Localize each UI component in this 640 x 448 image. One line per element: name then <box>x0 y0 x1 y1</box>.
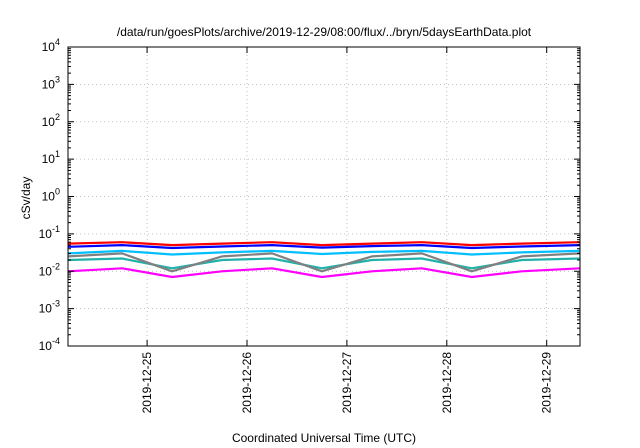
y-tick-base: 10 <box>39 264 53 278</box>
y-tick-base: 10 <box>42 40 56 54</box>
series-line-3 <box>67 249 581 256</box>
y-tick-base: 10 <box>42 190 56 204</box>
chart-title: /data/run/goesPlots/archive/2019-12-29/0… <box>117 25 532 39</box>
y-tick-exponent: -1 <box>52 224 60 234</box>
x-tick-label: 2019-12-29 <box>540 352 554 414</box>
x-tick-label: 2019-12-28 <box>440 352 454 414</box>
series-line-6 <box>67 267 581 279</box>
y-tick-label: 10-1 <box>39 224 60 241</box>
y-tick-label: 10-2 <box>39 261 60 278</box>
series-line-5 <box>67 252 581 273</box>
y-axis-label: cSv/day <box>19 177 33 220</box>
y-tick-exponent: 4 <box>55 37 60 47</box>
y-tick-exponent: -4 <box>52 336 60 346</box>
series-line-1 <box>67 241 581 247</box>
series-line-4 <box>67 257 581 270</box>
y-tick-label: 101 <box>42 149 60 166</box>
y-tick-label: 103 <box>42 74 60 91</box>
y-tick-base: 10 <box>39 227 53 241</box>
y-tick-label: 10-3 <box>39 299 60 316</box>
y-tick-base: 10 <box>42 152 56 166</box>
y-tick-label: 102 <box>42 112 60 129</box>
y-tick-base: 10 <box>39 302 53 316</box>
series-group <box>67 241 581 279</box>
y-tick-base: 10 <box>42 115 56 129</box>
y-tick-base: 10 <box>39 339 53 353</box>
plot-frame <box>67 46 581 347</box>
y-tick-exponent: 3 <box>55 74 60 84</box>
y-tick-exponent: -3 <box>52 299 60 309</box>
y-tick-label: 100 <box>42 187 60 204</box>
y-tick-base: 10 <box>42 77 56 91</box>
series-line-2 <box>67 244 581 250</box>
y-tick-label: 10-4 <box>39 336 60 353</box>
x-tick-label: 2019-12-27 <box>340 352 354 414</box>
y-tick-exponent: -2 <box>52 261 60 271</box>
x-tick-label: 2019-12-25 <box>140 352 154 414</box>
y-tick-label: 104 <box>42 37 60 54</box>
grid <box>68 47 580 346</box>
x-axis-label: Coordinated Universal Time (UTC) <box>232 431 416 445</box>
y-tick-exponent: 2 <box>55 112 60 122</box>
x-tick-label: 2019-12-26 <box>240 352 254 414</box>
y-tick-exponent: 1 <box>55 149 60 159</box>
ticks: 10-410-310-210-11001011021031042019-12-2… <box>39 37 580 413</box>
y-tick-exponent: 0 <box>55 187 60 197</box>
